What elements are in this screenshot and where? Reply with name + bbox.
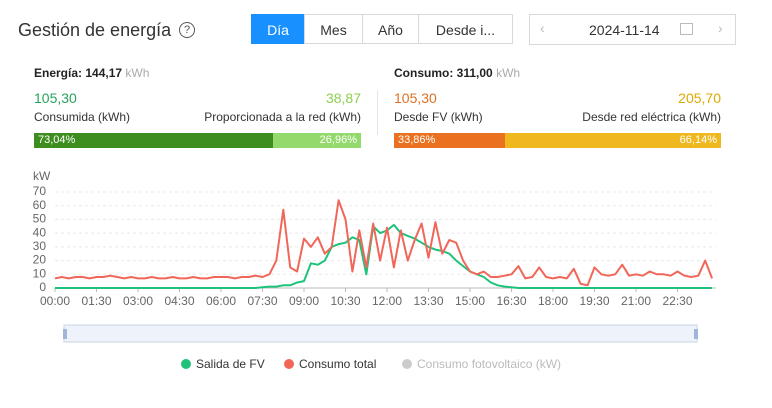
tab[interactable]: Año <box>362 14 419 44</box>
next-arrow[interactable]: › <box>718 20 723 36</box>
x-tick-label: 16:30 <box>496 294 526 308</box>
y-tick-label: 0 <box>39 280 46 294</box>
x-tick-label: 21:00 <box>621 294 651 308</box>
x-tick-label: 06:00 <box>206 294 236 308</box>
date-value: 2024-11-14 <box>589 22 660 38</box>
y-tick-label: 70 <box>33 184 47 198</box>
x-tick-label: 19:30 <box>579 294 609 308</box>
panel-unit: kWh <box>496 66 521 80</box>
legend-label[interactable]: Salida de FV <box>196 357 265 371</box>
part-label: Desde FV (kWh) <box>394 110 483 124</box>
panel-label: Consumo: <box>394 66 454 80</box>
tab[interactable]: Desde i... <box>418 14 513 44</box>
part-value: 105,30 <box>34 90 77 106</box>
y-tick-label: 30 <box>33 239 47 253</box>
x-tick-label: 12:00 <box>372 294 402 308</box>
prev-arrow[interactable]: ‹ <box>540 20 545 36</box>
y-tick-label: 60 <box>33 198 47 212</box>
tab[interactable]: Día <box>251 14 305 44</box>
x-tick-label: 09:00 <box>289 294 319 308</box>
share-bar: 66,14% <box>504 133 721 148</box>
panel-total: 311,00 <box>456 66 493 80</box>
x-tick-label: 00:00 <box>40 294 70 308</box>
legend-label[interactable]: Consumo fotovoltaico (kW) <box>417 357 561 371</box>
page-title: Gestión de energía <box>18 20 172 40</box>
legend-marker <box>284 359 294 369</box>
part-value: 205,70 <box>678 90 721 106</box>
x-tick-label: 22:30 <box>662 294 692 308</box>
y-tick-label: 50 <box>33 212 47 226</box>
series-line <box>55 223 713 289</box>
y-tick-label: 10 <box>33 266 47 280</box>
calendar-icon[interactable] <box>680 23 693 35</box>
series-line <box>54 199 714 287</box>
panel-heading: Energía: 144,17 kWh <box>34 66 149 80</box>
share-bar: 73,04% <box>34 133 273 148</box>
part-value: 105,30 <box>394 90 437 106</box>
x-tick-label: 10:30 <box>330 294 360 308</box>
slider-handle[interactable] <box>63 329 67 339</box>
panel-heading: Consumo: 311,00 kWh <box>394 66 520 80</box>
help-icon[interactable]: ? <box>179 22 195 38</box>
part-label: Consumida (kWh) <box>34 110 131 124</box>
part-label: Desde red eléctrica (kWh) <box>582 110 721 124</box>
x-tick-label: 04:30 <box>164 294 194 308</box>
part-label: Proporcionada a la red (kWh) <box>204 110 361 124</box>
share-bar: 26,96% <box>272 133 361 148</box>
part-value: 38,87 <box>325 90 361 106</box>
x-tick-label: 07:30 <box>247 294 277 308</box>
x-tick-label: 03:00 <box>123 294 153 308</box>
legend-marker <box>402 359 412 369</box>
share-bar: 33,86% <box>394 133 505 148</box>
x-tick-label: 15:00 <box>455 294 485 308</box>
x-tick-label: 18:00 <box>538 294 568 308</box>
date-picker[interactable]: ‹ 2024-11-14 › <box>529 14 736 45</box>
panel-total: 144,17 <box>85 66 123 80</box>
legend-marker <box>181 359 191 369</box>
y-tick-label: 40 <box>33 225 47 239</box>
slider-handle[interactable] <box>694 329 698 339</box>
panel-unit: kWh <box>125 66 150 80</box>
divider <box>377 90 378 135</box>
y-tick-label: 20 <box>33 253 47 267</box>
legend-label[interactable]: Consumo total <box>299 357 376 371</box>
x-tick-label: 13:30 <box>413 294 443 308</box>
x-tick-label: 01:30 <box>81 294 111 308</box>
panel-label: Energía: <box>34 66 83 80</box>
zoom-slider[interactable] <box>63 324 698 343</box>
y-axis-label: kW <box>33 169 51 183</box>
